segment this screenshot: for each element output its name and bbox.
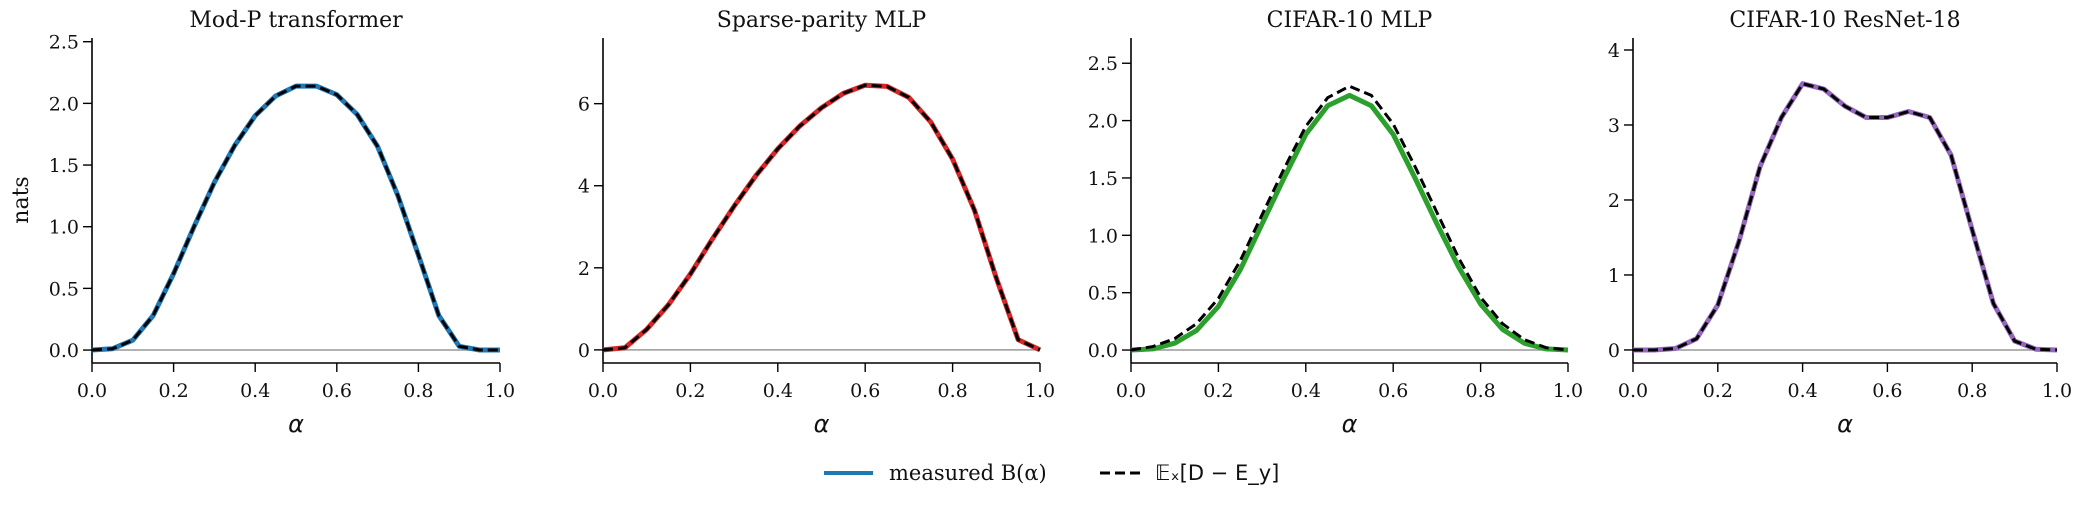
legend-label-measured: measured B(α) [889,461,1047,485]
x-tick-label: 0.0 [588,380,618,402]
subplot-2: Sparse-parity MLP 0.0 0.2 0.4 0.6 0.8 1.0 0 2 4 6 α [578,8,1055,438]
y-tick-label: 3 [1608,115,1620,137]
series-expected-line [1633,81,2058,352]
y-tick-label: 0.0 [1088,340,1118,362]
x-tick-label: 0.6 [850,380,880,402]
x-tick-label: 0.2 [675,380,705,402]
subplot-title: CIFAR-10 MLP [1267,8,1433,33]
x-tick-label: 0.0 [77,380,107,402]
y-tick-label: 1.0 [1088,225,1118,247]
y-tick-label: 2.5 [1088,53,1118,75]
series-expected-line [1130,84,1569,352]
x-axis-label: α [1837,410,1853,438]
x-tick-label: 0.0 [1116,380,1146,402]
y-tick-label: 2.5 [49,32,79,54]
y-tick-label: 1.5 [1088,168,1118,190]
x-tick-label: 0.8 [403,380,433,402]
y-tick-label: 1.5 [49,155,79,177]
series-measured-line [1633,81,2058,353]
subplot-1: Mod-P transformer 0.0 0.2 0.4 0.6 0.8 1.0 0.0 0.… [49,8,515,438]
y-tick-label: 0.5 [1088,283,1118,305]
x-tick-label: 0.6 [1378,380,1408,402]
x-tick-label: 0.4 [240,380,270,402]
subplot-3: CIFAR-10 MLP 0.0 0.2 0.4 0.6 0.8 1.0 0.0 0.5 1.0 1… [1088,8,1583,438]
legend-label-expected: 𝔼ₓ[D − E_y] [1155,461,1279,486]
x-tick-label: 0.4 [763,380,793,402]
x-axis-label: α [1342,410,1358,438]
series-measured-line [1130,92,1569,353]
legend: measured B(α) 𝔼ₓ[D − E_y] [824,461,1279,486]
x-axis-label: α [288,410,304,438]
x-tick-label: 1.0 [1025,380,1055,402]
series-expected-line [602,83,1041,352]
x-tick-label: 0.2 [1203,380,1233,402]
y-tick-label: 2.0 [49,93,79,115]
x-tick-label: 0.6 [322,380,352,402]
subplot-4: CIFAR-10 ResNet-18 0.0 0.2 0.4 0.6 0.8 1.0 0 1 2 3… [1608,8,2072,438]
x-tick-label: 0.4 [1787,380,1817,402]
subplot-title: Mod-P transformer [189,8,403,33]
y-tick-label: 4 [1608,40,1620,62]
x-tick-label: 0.2 [158,380,188,402]
y-tick-label: 1.0 [49,217,79,239]
subplot-title: CIFAR-10 ResNet-18 [1729,8,1960,33]
x-tick-label: 0.0 [1618,380,1648,402]
x-tick-label: 0.8 [1465,380,1495,402]
y-tick-label: 2.0 [1088,111,1118,133]
y-tick-label: 4 [578,176,590,198]
y-tick-label: 1 [1608,265,1620,287]
x-tick-label: 0.2 [1703,380,1733,402]
x-tick-label: 0.8 [937,380,967,402]
x-tick-label: 1.0 [1553,380,1583,402]
x-tick-label: 0.8 [1957,380,1987,402]
x-tick-label: 1.0 [2042,380,2072,402]
x-tick-label: 0.4 [1291,380,1321,402]
y-tick-label: 0 [1608,340,1620,362]
subplots: Mod-P transformer 0.0 0.2 0.4 0.6 0.8 1.0 0.0 0.… [49,8,2072,438]
y-tick-label: 2 [578,258,590,280]
y-tick-label: 0.5 [49,278,79,300]
series-expected-line [91,84,500,352]
subplot-title: Sparse-parity MLP [717,8,927,33]
series-measured-line [91,83,500,353]
series-measured-line [602,82,1042,353]
y-tick-label: 0.0 [49,340,79,362]
x-tick-label: 0.6 [1872,380,1902,402]
y-tick-label: 0 [578,340,590,362]
y-axis-label: nats [9,176,34,223]
y-tick-label: 6 [578,94,590,116]
x-tick-label: 1.0 [485,380,515,402]
x-axis-label: α [814,410,830,438]
y-tick-label: 2 [1608,190,1620,212]
